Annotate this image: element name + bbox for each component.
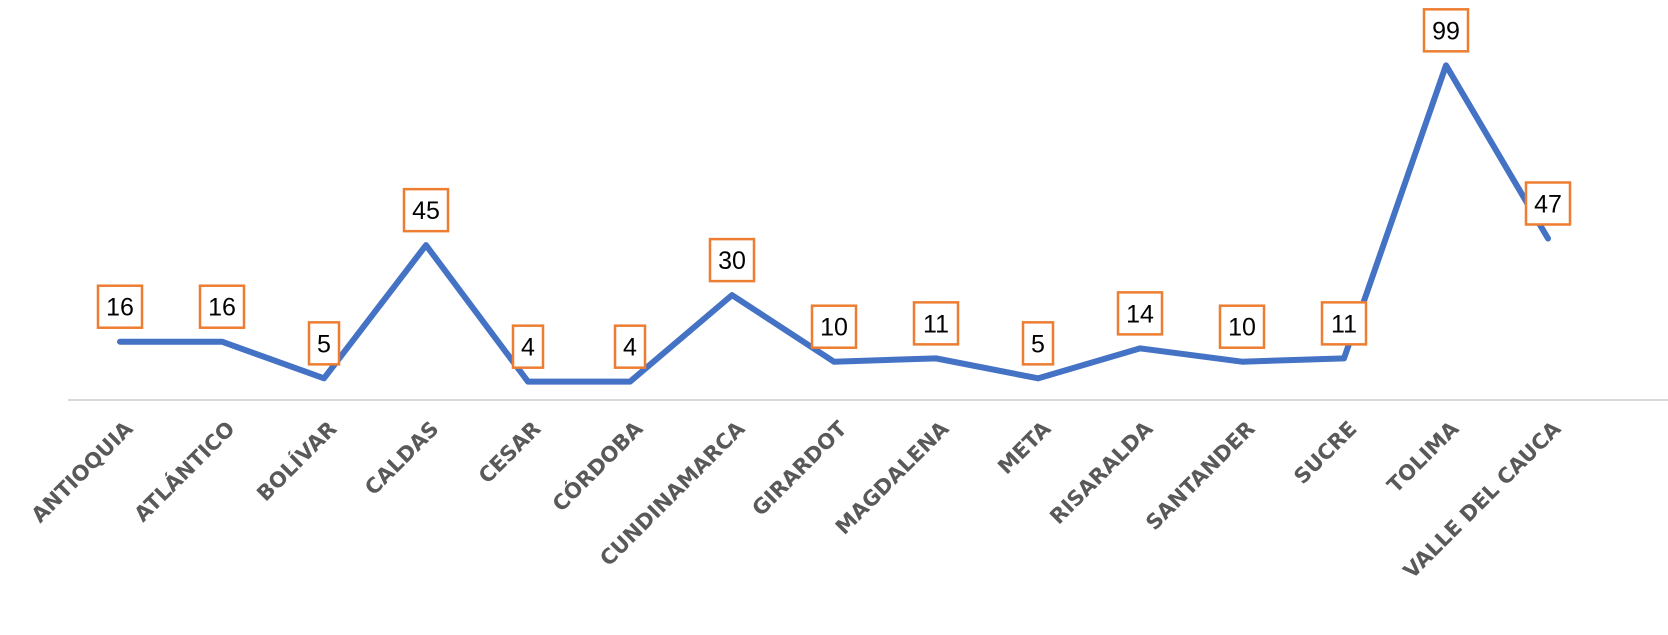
data-label-text: 99 [1432, 17, 1460, 45]
data-label-text: 5 [317, 330, 331, 358]
data-label: 4 [613, 324, 647, 369]
x-tick-label: CALDAS [360, 417, 443, 500]
data-label-text: 16 [106, 294, 134, 322]
data-label-box [402, 187, 450, 233]
data-label: 11 [1320, 301, 1368, 346]
data-label-text: 16 [208, 294, 236, 322]
data-label-text: 14 [1126, 300, 1154, 328]
data-label: 11 [912, 301, 960, 346]
x-tick-label: GIRARDOT [747, 416, 852, 521]
data-labels: 16 16 5 45 4 4 30 10 11 5 14 10 11 99 47 [96, 8, 1572, 369]
data-label-box [810, 304, 858, 349]
data-label-box [1422, 8, 1470, 53]
data-label-box [708, 237, 756, 283]
data-label-box [1218, 304, 1266, 349]
data-label-box [1320, 301, 1368, 346]
data-label-box [1524, 181, 1572, 226]
data-label-text: 4 [623, 334, 637, 362]
x-tick-label: CESAR [474, 417, 546, 489]
data-label: 30 [708, 237, 756, 283]
data-label-text: 10 [820, 314, 848, 342]
data-label-box [307, 321, 341, 366]
data-label: 99 [1422, 8, 1470, 53]
data-label-box [912, 301, 960, 346]
x-tick-label: RISARALDA [1045, 416, 1158, 529]
data-label: 16 [198, 284, 246, 329]
data-label: 16 [96, 284, 144, 329]
data-label-text: 4 [521, 334, 535, 362]
data-label-text: 11 [1331, 310, 1357, 338]
data-label-text: 30 [718, 247, 746, 275]
data-label-box [613, 324, 647, 369]
data-label: 5 [307, 321, 341, 366]
data-label-box [1021, 321, 1055, 366]
data-label-box [198, 284, 246, 329]
data-label-text: 11 [923, 310, 949, 338]
data-label-text: 47 [1534, 190, 1562, 218]
data-label: 10 [810, 304, 858, 349]
data-label: 10 [1218, 304, 1266, 349]
data-label-box [1116, 291, 1164, 336]
x-tick-label: SANTANDER [1141, 417, 1259, 535]
data-label-text: 5 [1031, 330, 1045, 358]
data-label: 14 [1116, 291, 1164, 336]
x-tick-label: TOLIMA [1383, 416, 1465, 498]
data-label: 45 [402, 187, 450, 233]
x-tick-label: BOLÍVAR [252, 416, 342, 506]
data-label-text: 10 [1228, 314, 1256, 342]
series-line [117, 62, 1551, 385]
data-label: 47 [1524, 181, 1572, 226]
data-label-box [96, 284, 144, 329]
x-tick-label: ATLÁNTICO [129, 416, 240, 527]
data-label: 5 [1021, 321, 1055, 366]
x-tick-label: SUCRE [1289, 417, 1361, 489]
x-tick-label: CÓRDOBA [547, 415, 648, 516]
x-tick-label: META [993, 416, 1056, 479]
x-tick-label: ANTIOQUIA [27, 416, 138, 527]
data-label-text: 45 [412, 197, 440, 225]
data-label-box [511, 324, 545, 369]
data-label: 4 [511, 324, 545, 369]
